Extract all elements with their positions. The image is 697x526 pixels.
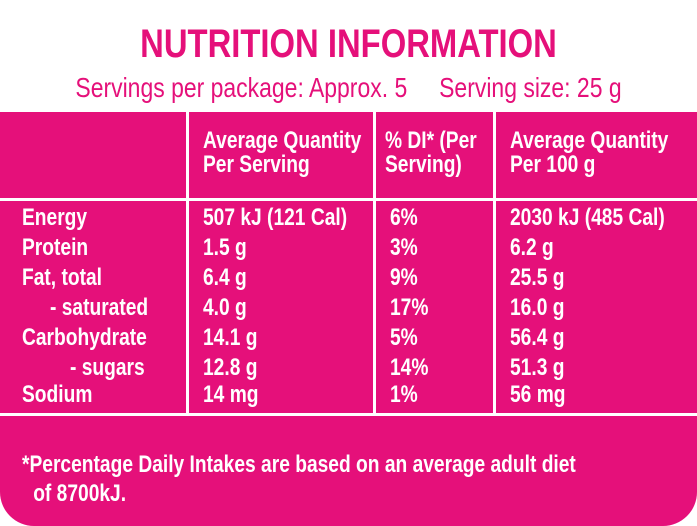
nutrient-name: - sugars xyxy=(70,354,145,381)
footnote: *Percentage Daily Intakes are based on a… xyxy=(22,450,678,508)
daily-intake-value: 17% xyxy=(390,294,429,321)
header-per-serving-line1: Average Quantity xyxy=(203,127,362,154)
nutrient-name: Energy xyxy=(22,204,88,231)
nutrition-table: Average Quantity Per Serving % DI* (Per … xyxy=(0,112,697,526)
nutrient-name: Fat, total xyxy=(22,264,102,291)
per-100g-value: 56.4 g xyxy=(510,324,565,351)
per-100g-value: 51.3 g xyxy=(510,354,565,381)
header-per-serving-line2: Per Serving xyxy=(203,151,310,178)
column-divider-1 xyxy=(186,112,189,414)
header-per-serving: Average Quantity Per Serving xyxy=(203,129,361,177)
header-per-100g: Average Quantity Per 100 g xyxy=(510,129,668,177)
per-100g-value: 6.2 g xyxy=(510,234,554,261)
footnote-line-2: of 8700kJ. xyxy=(33,480,127,507)
header-divider xyxy=(0,198,697,201)
daily-intake-value: 3% xyxy=(390,234,418,261)
per-serving-value: 1.5 g xyxy=(203,234,247,261)
header-daily-intake-line2: Serving) xyxy=(385,151,462,178)
daily-intake-value: 1% xyxy=(390,381,418,408)
nutrient-name: - saturated xyxy=(50,294,149,321)
column-divider-2 xyxy=(373,112,376,414)
footnote-line-1: *Percentage Daily Intakes are based on a… xyxy=(22,451,576,478)
per-serving-value: 507 kJ (121 Cal) xyxy=(203,204,348,231)
nutrient-name: Protein xyxy=(22,234,89,261)
per-100g-value: 56 mg xyxy=(510,381,566,408)
nutrition-title: NUTRITION INFORMATION xyxy=(140,22,557,66)
footnote-divider xyxy=(0,413,697,416)
per-serving-value: 12.8 g xyxy=(203,354,258,381)
column-divider-3 xyxy=(493,112,496,414)
header-per-100g-line1: Average Quantity xyxy=(510,127,669,154)
nutrient-name: Sodium xyxy=(22,381,93,408)
per-100g-value: 25.5 g xyxy=(510,264,565,291)
daily-intake-value: 5% xyxy=(390,324,418,351)
daily-intake-value: 14% xyxy=(390,354,429,381)
per-serving-value: 14.1 g xyxy=(203,324,258,351)
per-serving-value: 6.4 g xyxy=(203,264,247,291)
per-serving-value: 14 mg xyxy=(203,381,259,408)
nutrient-name: Carbohydrate xyxy=(22,324,147,351)
per-serving-value: 4.0 g xyxy=(203,294,247,321)
header-daily-intake: % DI* (Per Serving) xyxy=(385,129,477,177)
daily-intake-value: 9% xyxy=(390,264,418,291)
servings-info: Servings per package: Approx. 5 Serving … xyxy=(75,72,622,103)
per-100g-value: 2030 kJ (485 Cal) xyxy=(510,204,665,231)
header-per-100g-line2: Per 100 g xyxy=(510,151,596,178)
daily-intake-value: 6% xyxy=(390,204,418,231)
per-100g-value: 16.0 g xyxy=(510,294,565,321)
header-daily-intake-line1: % DI* (Per xyxy=(385,127,477,154)
